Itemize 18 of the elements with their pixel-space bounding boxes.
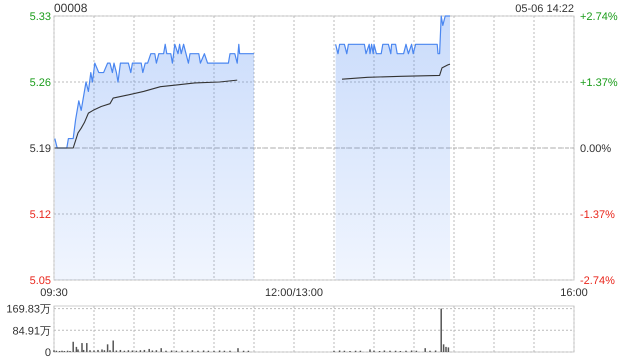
x-tick-label: 12:00/13:00 [264, 287, 324, 299]
y-tick-label: 5.26 [30, 77, 51, 89]
y2-tick-label: +2.74% [580, 11, 618, 23]
y-tick-label: 84.91万 [12, 325, 51, 338]
y-tick-label: 5.12 [30, 209, 51, 221]
y2-tick-label: -1.37% [580, 209, 616, 221]
y-tick-label: 5.33 [30, 11, 51, 23]
y-tick-label: 5.19 [30, 143, 51, 155]
x-tick-label: 09:30 [40, 287, 68, 299]
y-tick-label: 5.05 [30, 275, 51, 287]
x-tick-label: 16:00 [560, 287, 588, 299]
text: 05-06 14:22 [515, 3, 574, 15]
chart-title: 00008 [54, 1, 88, 15]
y-tick-label: 169.83万 [6, 304, 51, 316]
y2-tick-label: +1.37% [580, 77, 618, 89]
y2-tick-label: 0.00% [580, 143, 612, 155]
y2-tick-label: -2.74% [580, 275, 616, 287]
y-tick-label: 0 [44, 347, 51, 359]
